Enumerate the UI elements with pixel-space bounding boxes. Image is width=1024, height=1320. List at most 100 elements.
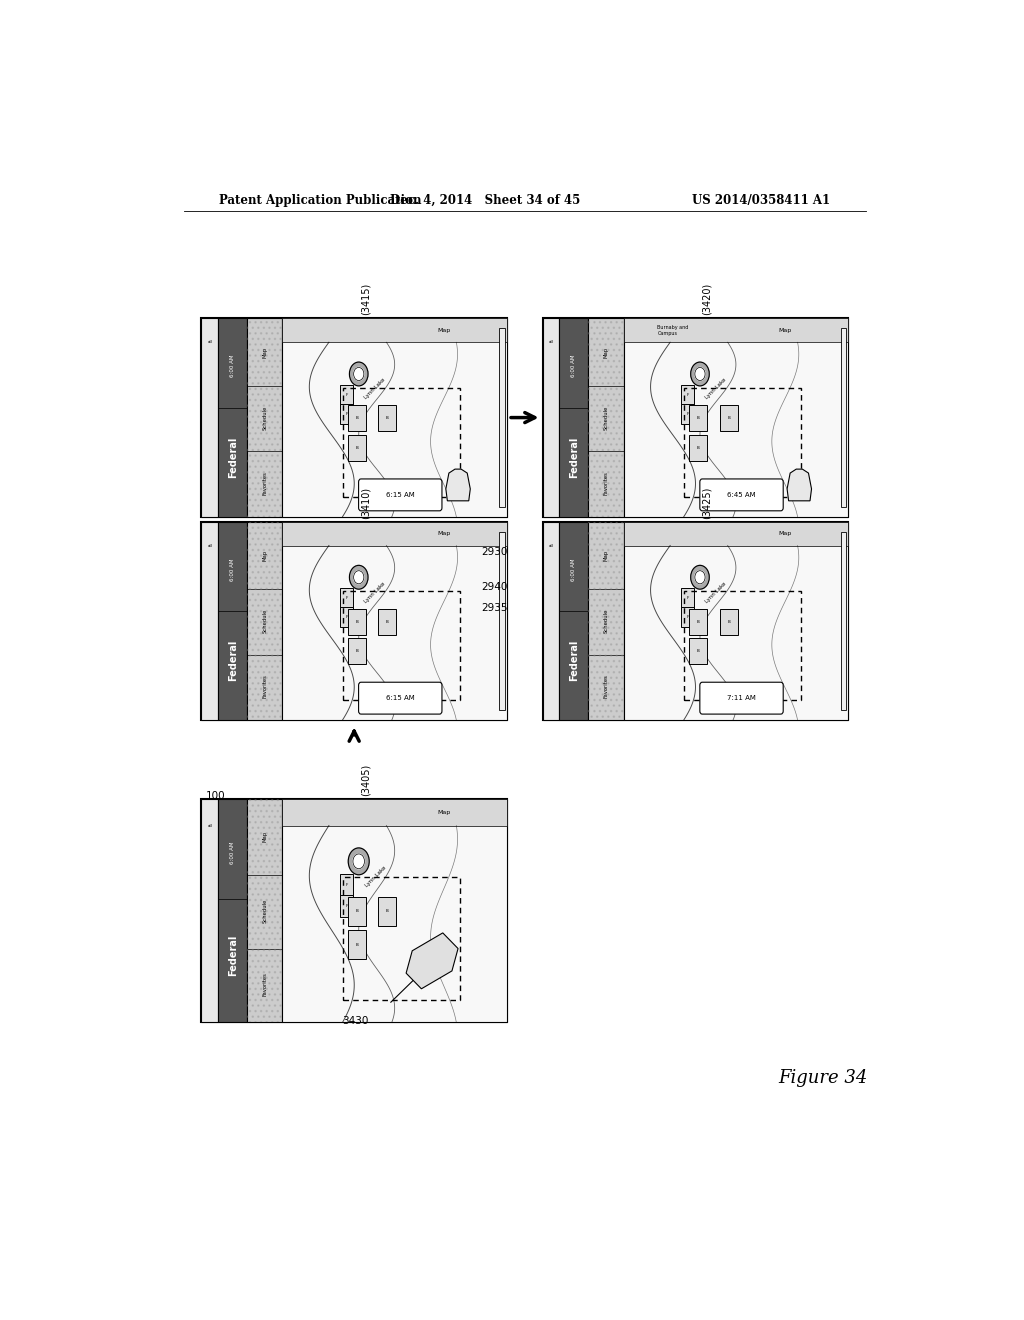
- Bar: [247, 521, 283, 719]
- Bar: [379, 405, 396, 432]
- Bar: [218, 318, 247, 516]
- Text: (3415): (3415): [360, 284, 371, 315]
- Bar: [689, 638, 708, 664]
- Bar: [348, 609, 366, 635]
- Text: Schedule: Schedule: [262, 405, 267, 430]
- Text: Map: Map: [778, 327, 792, 333]
- Text: 2940: 2940: [481, 582, 508, 593]
- Text: B: B: [697, 416, 699, 420]
- Text: 6:00 AM: 6:00 AM: [571, 355, 577, 378]
- Bar: [589, 318, 624, 516]
- Text: US 2014/0358411 A1: US 2014/0358411 A1: [692, 194, 830, 206]
- Text: Map: Map: [603, 550, 608, 561]
- Bar: [283, 318, 507, 516]
- Bar: [202, 799, 507, 1022]
- Text: F: F: [345, 904, 347, 908]
- Circle shape: [353, 854, 365, 869]
- Circle shape: [348, 847, 370, 875]
- Text: B: B: [386, 619, 389, 623]
- Text: 6:45 AM: 6:45 AM: [727, 492, 756, 498]
- Bar: [379, 896, 396, 925]
- Bar: [202, 318, 218, 516]
- Text: Map: Map: [778, 531, 792, 536]
- Text: B: B: [697, 649, 699, 653]
- Text: Map: Map: [262, 550, 267, 561]
- FancyBboxPatch shape: [699, 682, 783, 714]
- Circle shape: [691, 565, 710, 589]
- Bar: [543, 318, 559, 516]
- Bar: [343, 591, 460, 700]
- Bar: [589, 521, 624, 719]
- Circle shape: [349, 565, 368, 589]
- Text: 6:00 AM: 6:00 AM: [571, 558, 577, 581]
- Text: Schedule: Schedule: [603, 405, 608, 430]
- Text: B: B: [727, 416, 730, 420]
- Text: B: B: [355, 619, 358, 623]
- Text: Lynn Lake: Lynn Lake: [705, 581, 727, 603]
- Text: B: B: [355, 416, 358, 420]
- Polygon shape: [407, 933, 458, 989]
- Bar: [343, 876, 460, 1001]
- Text: Federal: Federal: [569, 437, 579, 478]
- Bar: [340, 404, 353, 424]
- Bar: [202, 799, 218, 1022]
- Polygon shape: [787, 469, 812, 500]
- Text: Federal: Federal: [227, 437, 238, 478]
- Bar: [589, 521, 624, 719]
- Text: Favorites: Favorites: [262, 471, 267, 495]
- Bar: [681, 607, 694, 627]
- Bar: [841, 532, 846, 710]
- Text: Burnaby and
Campus: Burnaby and Campus: [657, 325, 689, 335]
- Text: Schedule: Schedule: [603, 609, 608, 634]
- Bar: [247, 318, 283, 516]
- Bar: [340, 895, 353, 917]
- Bar: [624, 521, 848, 545]
- Bar: [348, 896, 366, 925]
- Bar: [247, 318, 283, 516]
- Text: F: F: [345, 393, 347, 397]
- Text: Federal: Federal: [227, 640, 238, 681]
- Text: Map: Map: [262, 347, 267, 358]
- Bar: [202, 318, 507, 516]
- Text: B: B: [386, 909, 389, 913]
- Text: Map: Map: [437, 327, 451, 333]
- Text: 6:15 AM: 6:15 AM: [386, 492, 415, 498]
- Text: 6:00 AM: 6:00 AM: [230, 841, 236, 863]
- Bar: [720, 405, 737, 432]
- Text: Figure 34: Figure 34: [778, 1069, 868, 1088]
- Circle shape: [695, 367, 706, 380]
- Text: all: all: [549, 341, 553, 345]
- Bar: [247, 521, 283, 719]
- Bar: [681, 385, 694, 405]
- Bar: [348, 638, 366, 664]
- Text: Lynn Lake: Lynn Lake: [364, 581, 386, 603]
- Bar: [343, 388, 460, 496]
- Bar: [589, 318, 624, 516]
- Bar: [202, 521, 218, 719]
- Bar: [340, 385, 353, 405]
- Text: Favorites: Favorites: [603, 471, 608, 495]
- Bar: [559, 521, 589, 719]
- Text: B: B: [355, 649, 358, 653]
- Circle shape: [349, 362, 368, 385]
- Bar: [689, 434, 708, 461]
- Bar: [247, 799, 283, 1022]
- Text: Lynn Lake: Lynn Lake: [705, 378, 727, 400]
- Bar: [624, 318, 848, 516]
- Text: (3410): (3410): [360, 487, 371, 519]
- Bar: [340, 874, 353, 896]
- Bar: [283, 799, 507, 825]
- Text: 6:00 AM: 6:00 AM: [230, 355, 236, 378]
- Bar: [283, 521, 507, 719]
- Bar: [247, 799, 283, 1022]
- Text: all: all: [208, 341, 212, 345]
- Text: Schedule: Schedule: [262, 609, 267, 634]
- Text: Favorites: Favorites: [262, 675, 267, 698]
- Text: Map: Map: [262, 832, 267, 842]
- Bar: [543, 521, 559, 719]
- Text: Patent Application Publication: Patent Application Publication: [219, 194, 422, 206]
- Text: F: F: [345, 412, 347, 416]
- Text: F: F: [686, 597, 689, 601]
- Text: (3420): (3420): [701, 284, 712, 315]
- Bar: [624, 521, 848, 719]
